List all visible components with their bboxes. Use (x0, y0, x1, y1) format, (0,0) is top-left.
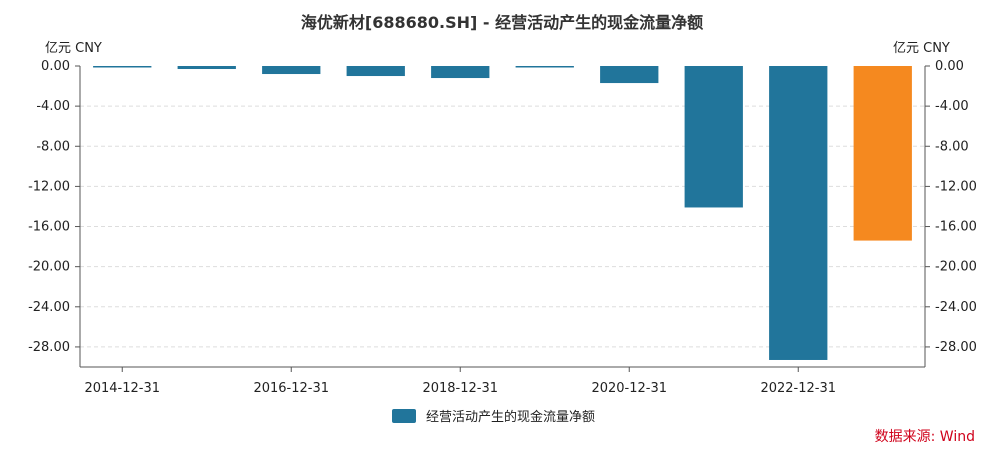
y-tick-label-right: -24.00 (935, 300, 977, 315)
bar (346, 66, 405, 77)
axes (79, 66, 926, 368)
y-tick-label-left: -16.00 (28, 220, 70, 235)
y-axis-unit-right: 亿元 CNY (893, 41, 950, 56)
grid (80, 105, 925, 348)
legend-label: 经营活动产生的现金流量净额 (426, 409, 595, 425)
bar (262, 66, 321, 75)
bars (93, 66, 912, 360)
y-ticks-left: 0.00 -4.00 -8.00 -12.00 -16.00 -20.00 -24.00 -2… (28, 59, 80, 355)
chart-title: 海优新材[688680.SH] - 经营活动产生的现金流量净额 (301, 13, 703, 32)
y-tick-label-left: -12.00 (28, 179, 70, 194)
x-tick-label: 2020-12-31 (591, 381, 667, 396)
y-ticks-right: 0.00 -4.00 -8.00 -12.00 -16.00 -20.00 -24.00 -2… (925, 59, 977, 355)
bar (431, 66, 490, 79)
legend: 经营活动产生的现金流量净额 (392, 409, 595, 425)
y-tick-label-right: -28.00 (935, 340, 977, 355)
y-tick-label-right: 0.00 (935, 59, 964, 74)
bar (600, 66, 659, 84)
y-tick-label-left: -24.00 (28, 300, 70, 315)
y-axis-unit-left: 亿元 CNY (45, 41, 102, 56)
bar (769, 66, 828, 360)
x-tick-label: 2014-12-31 (84, 381, 160, 396)
y-tick-label-left: -20.00 (28, 260, 70, 275)
bar (515, 66, 574, 68)
x-tick-label: 2016-12-31 (253, 381, 329, 396)
bar (177, 66, 236, 70)
y-tick-label-right: -16.00 (935, 220, 977, 235)
y-tick-label-right: -4.00 (935, 99, 969, 114)
y-tick-label-right: -8.00 (935, 139, 969, 154)
x-ticks: 2014-12-31 2016-12-31 2018-12-31 2020-12-31… (84, 367, 836, 396)
bar (684, 66, 743, 208)
y-tick-label-left: -8.00 (36, 139, 70, 154)
x-tick-label: 2022-12-31 (760, 381, 836, 396)
y-tick-label-right: -20.00 (935, 260, 977, 275)
y-tick-label-left: -28.00 (28, 340, 70, 355)
x-tick-label: 2018-12-31 (422, 381, 498, 396)
legend-swatch (392, 409, 416, 423)
source-label: 数据来源: Wind (875, 429, 975, 445)
bar (93, 66, 152, 68)
y-tick-label-left: -4.00 (36, 99, 70, 114)
bar (853, 66, 912, 241)
y-tick-label-left: 0.00 (41, 59, 70, 74)
y-tick-label-right: -12.00 (935, 179, 977, 194)
